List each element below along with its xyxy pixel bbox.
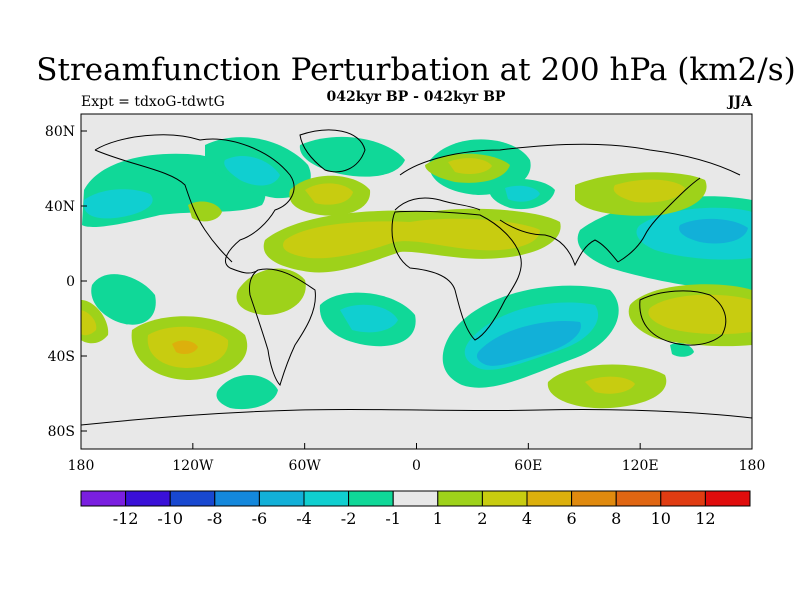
coastline-africa — [391, 210, 522, 341]
colorbar-label: 2 — [477, 509, 487, 528]
contour-neg-west-pacific-core — [679, 218, 748, 244]
contour-neg-arctic — [299, 136, 405, 177]
season-label: JJA — [727, 94, 752, 110]
contour-pos-southern-ocean-core — [585, 376, 635, 394]
colorbar-swatch — [571, 490, 617, 507]
x-tick-labels: 180 120W 60W 0 60E 120E 180 — [68, 458, 766, 474]
contour-pos-gulf — [188, 201, 222, 222]
colorbar-swatch — [303, 490, 350, 507]
colorbar-swatch — [660, 490, 706, 507]
axis-ticks — [80, 130, 753, 449]
colorbar-label: -12 — [113, 509, 139, 528]
contour-neg-south-pacific — [216, 374, 278, 410]
coastline-south-america — [249, 268, 316, 386]
contour-pos-greenland-core — [305, 183, 353, 205]
coastline-north-america-west — [94, 149, 233, 263]
colorbar-swatch — [258, 490, 305, 507]
colorbar-swatch — [125, 490, 171, 507]
coastline-greenland — [299, 129, 366, 173]
x-tick-label: 120W — [172, 458, 214, 474]
colorbar-label: -8 — [207, 509, 223, 528]
colorbar-label: -6 — [252, 509, 268, 528]
colorbar-label: 10 — [651, 509, 671, 528]
colorbar-swatch — [169, 490, 216, 507]
colorbar-swatch — [80, 490, 127, 507]
colorbar-label: 12 — [695, 509, 715, 528]
coastline-europe-south — [394, 197, 481, 211]
colorbar-labels: -12 -10 -8 -6 -4 -2 -1 1 2 4 6 8 10 12 — [113, 509, 716, 528]
x-tick-label: 180 — [739, 458, 766, 474]
chart-subtitle: 042kyr BP - 042kyr BP — [326, 89, 506, 105]
x-tick-label: 0 — [412, 458, 421, 474]
colorbar-label: 8 — [611, 509, 621, 528]
contour-neg-central-asia-core — [505, 185, 540, 202]
colorbar-label: -1 — [385, 509, 401, 528]
colorbar-label: 4 — [522, 509, 532, 528]
y-tick-label: 80S — [48, 424, 75, 440]
colorbar-swatch — [437, 490, 483, 507]
x-tick-label: 60W — [289, 458, 322, 474]
colorbar-swatch — [615, 490, 662, 507]
colorbar-swatch — [704, 490, 751, 507]
contour-neg-tropical-pacific — [91, 274, 156, 325]
contour-pos-east-asia-core — [613, 179, 685, 203]
coastline-arabia-india — [499, 219, 619, 267]
colorbar — [80, 490, 751, 507]
y-tick-label: 80N — [45, 124, 75, 140]
y-tick-label: 40N — [45, 199, 75, 215]
chart-title: Streamfunction Perturbation at 200 hPa (… — [36, 52, 796, 88]
contour-pos-eurasia-core — [448, 158, 492, 174]
y-tick-label: 0 — [66, 274, 75, 290]
colorbar-label: 6 — [567, 509, 577, 528]
colorbar-label: -4 — [296, 509, 312, 528]
colorbar-swatch — [392, 490, 439, 507]
experiment-label: Expt = tdxoG-tdwtG — [81, 94, 225, 110]
coastline-australia — [639, 290, 727, 346]
coastline-north-america — [94, 134, 295, 274]
contour-neg-tasman — [670, 342, 694, 357]
x-tick-label: 60E — [514, 458, 542, 474]
coastline-europe-asia — [399, 143, 741, 176]
contour-pos-west-edge-core — [81, 310, 97, 336]
contour-neg-north-pacific-core — [84, 189, 153, 219]
contour-pos-south-america-core — [172, 340, 198, 355]
y-tick-label: 40S — [48, 349, 75, 365]
contour-pos-atlantic-africa-mid — [282, 218, 540, 259]
coastline-antarctica — [81, 408, 752, 426]
x-tick-label: 180 — [68, 458, 95, 474]
colorbar-label: -10 — [157, 509, 183, 528]
coastline-east-asia — [617, 177, 701, 263]
contour-pos-caribbean — [236, 268, 306, 315]
contour-neg-indian-ocean-core — [476, 320, 581, 366]
y-tick-labels: 80N 40N 0 40S 80S — [45, 124, 75, 440]
colorbar-label: 1 — [433, 509, 443, 528]
coastlines — [81, 129, 752, 426]
colorbar-swatch — [348, 490, 394, 507]
colorbar-swatch — [214, 490, 260, 507]
colorbar-swatch — [526, 490, 573, 507]
contour-neg-canada-core — [224, 155, 280, 186]
colorbar-swatch — [481, 490, 528, 507]
contour-fields — [81, 136, 752, 410]
contour-pos-australia-core — [648, 294, 752, 335]
x-tick-label: 120E — [622, 458, 659, 474]
colorbar-label: -2 — [341, 509, 357, 528]
contour-neg-south-atlantic-core — [340, 304, 398, 333]
